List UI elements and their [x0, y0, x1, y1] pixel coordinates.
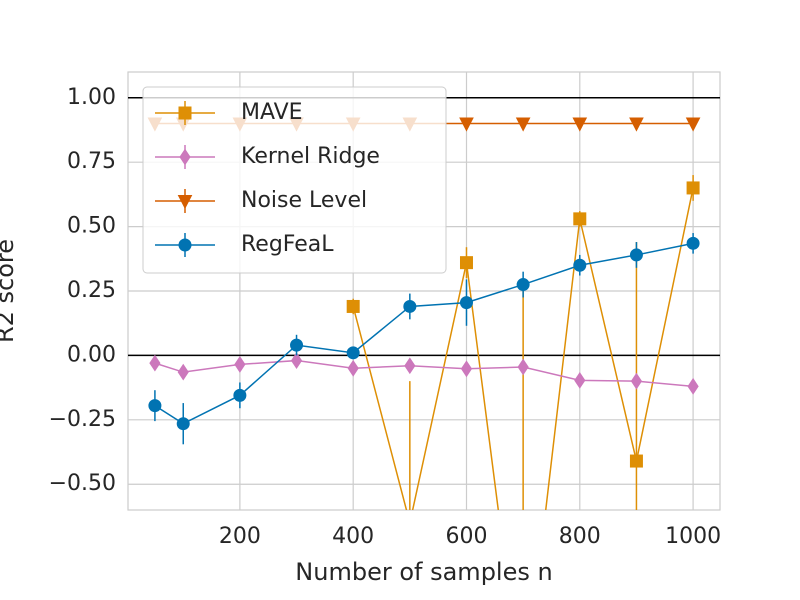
- marker: [459, 117, 474, 132]
- marker: [630, 372, 643, 390]
- marker: [516, 278, 530, 292]
- legend-label: Kernel Ridge: [241, 144, 380, 169]
- marker: [686, 236, 700, 250]
- marker: [460, 360, 473, 378]
- marker: [178, 238, 192, 252]
- y-tick-label: 1.00: [67, 85, 116, 110]
- y-tick-label: 0.00: [67, 342, 116, 367]
- marker: [149, 354, 161, 372]
- legend-label: MAVE: [241, 100, 303, 125]
- marker: [178, 106, 192, 120]
- marker: [573, 258, 587, 272]
- marker: [404, 357, 416, 375]
- x-tick-label: 600: [445, 524, 487, 549]
- marker: [629, 248, 643, 262]
- marker: [347, 359, 359, 377]
- marker: [148, 399, 162, 413]
- x-axis-label: Number of samples n: [295, 558, 552, 586]
- marker: [573, 212, 587, 226]
- legend-box: [142, 86, 447, 274]
- x-tick-label: 200: [219, 524, 261, 549]
- marker: [629, 117, 644, 132]
- marker: [346, 346, 360, 360]
- marker: [515, 117, 531, 132]
- marker: [233, 388, 247, 402]
- marker: [459, 296, 473, 310]
- marker: [517, 358, 529, 376]
- marker: [687, 377, 699, 395]
- marker: [574, 372, 586, 389]
- marker: [572, 117, 588, 132]
- x-tick-label: 800: [559, 524, 601, 549]
- marker: [290, 338, 304, 352]
- marker: [290, 352, 303, 369]
- legend-label: Noise Level: [241, 188, 367, 213]
- marker: [404, 517, 416, 529]
- marker: [629, 454, 643, 468]
- marker: [686, 181, 700, 195]
- x-tick-label: 400: [332, 524, 374, 549]
- y-tick-label: 0.75: [67, 149, 116, 174]
- marker: [685, 117, 701, 132]
- marker: [403, 299, 417, 313]
- y-tick-label: −0.25: [49, 407, 116, 432]
- marker: [234, 356, 246, 373]
- marker: [346, 299, 360, 313]
- y-axis-label: R2 score: [0, 239, 19, 343]
- marker: [177, 363, 189, 381]
- marker: [459, 256, 473, 270]
- marker: [176, 417, 190, 431]
- y-tick-label: 0.25: [67, 278, 116, 303]
- x-tick-label: 1000: [665, 524, 721, 549]
- marker: [177, 195, 193, 210]
- marker: [179, 148, 191, 166]
- y-tick-label: 0.50: [67, 214, 116, 239]
- legend-label: RegFeaL: [241, 232, 334, 257]
- y-tick-label: −0.50: [49, 471, 116, 496]
